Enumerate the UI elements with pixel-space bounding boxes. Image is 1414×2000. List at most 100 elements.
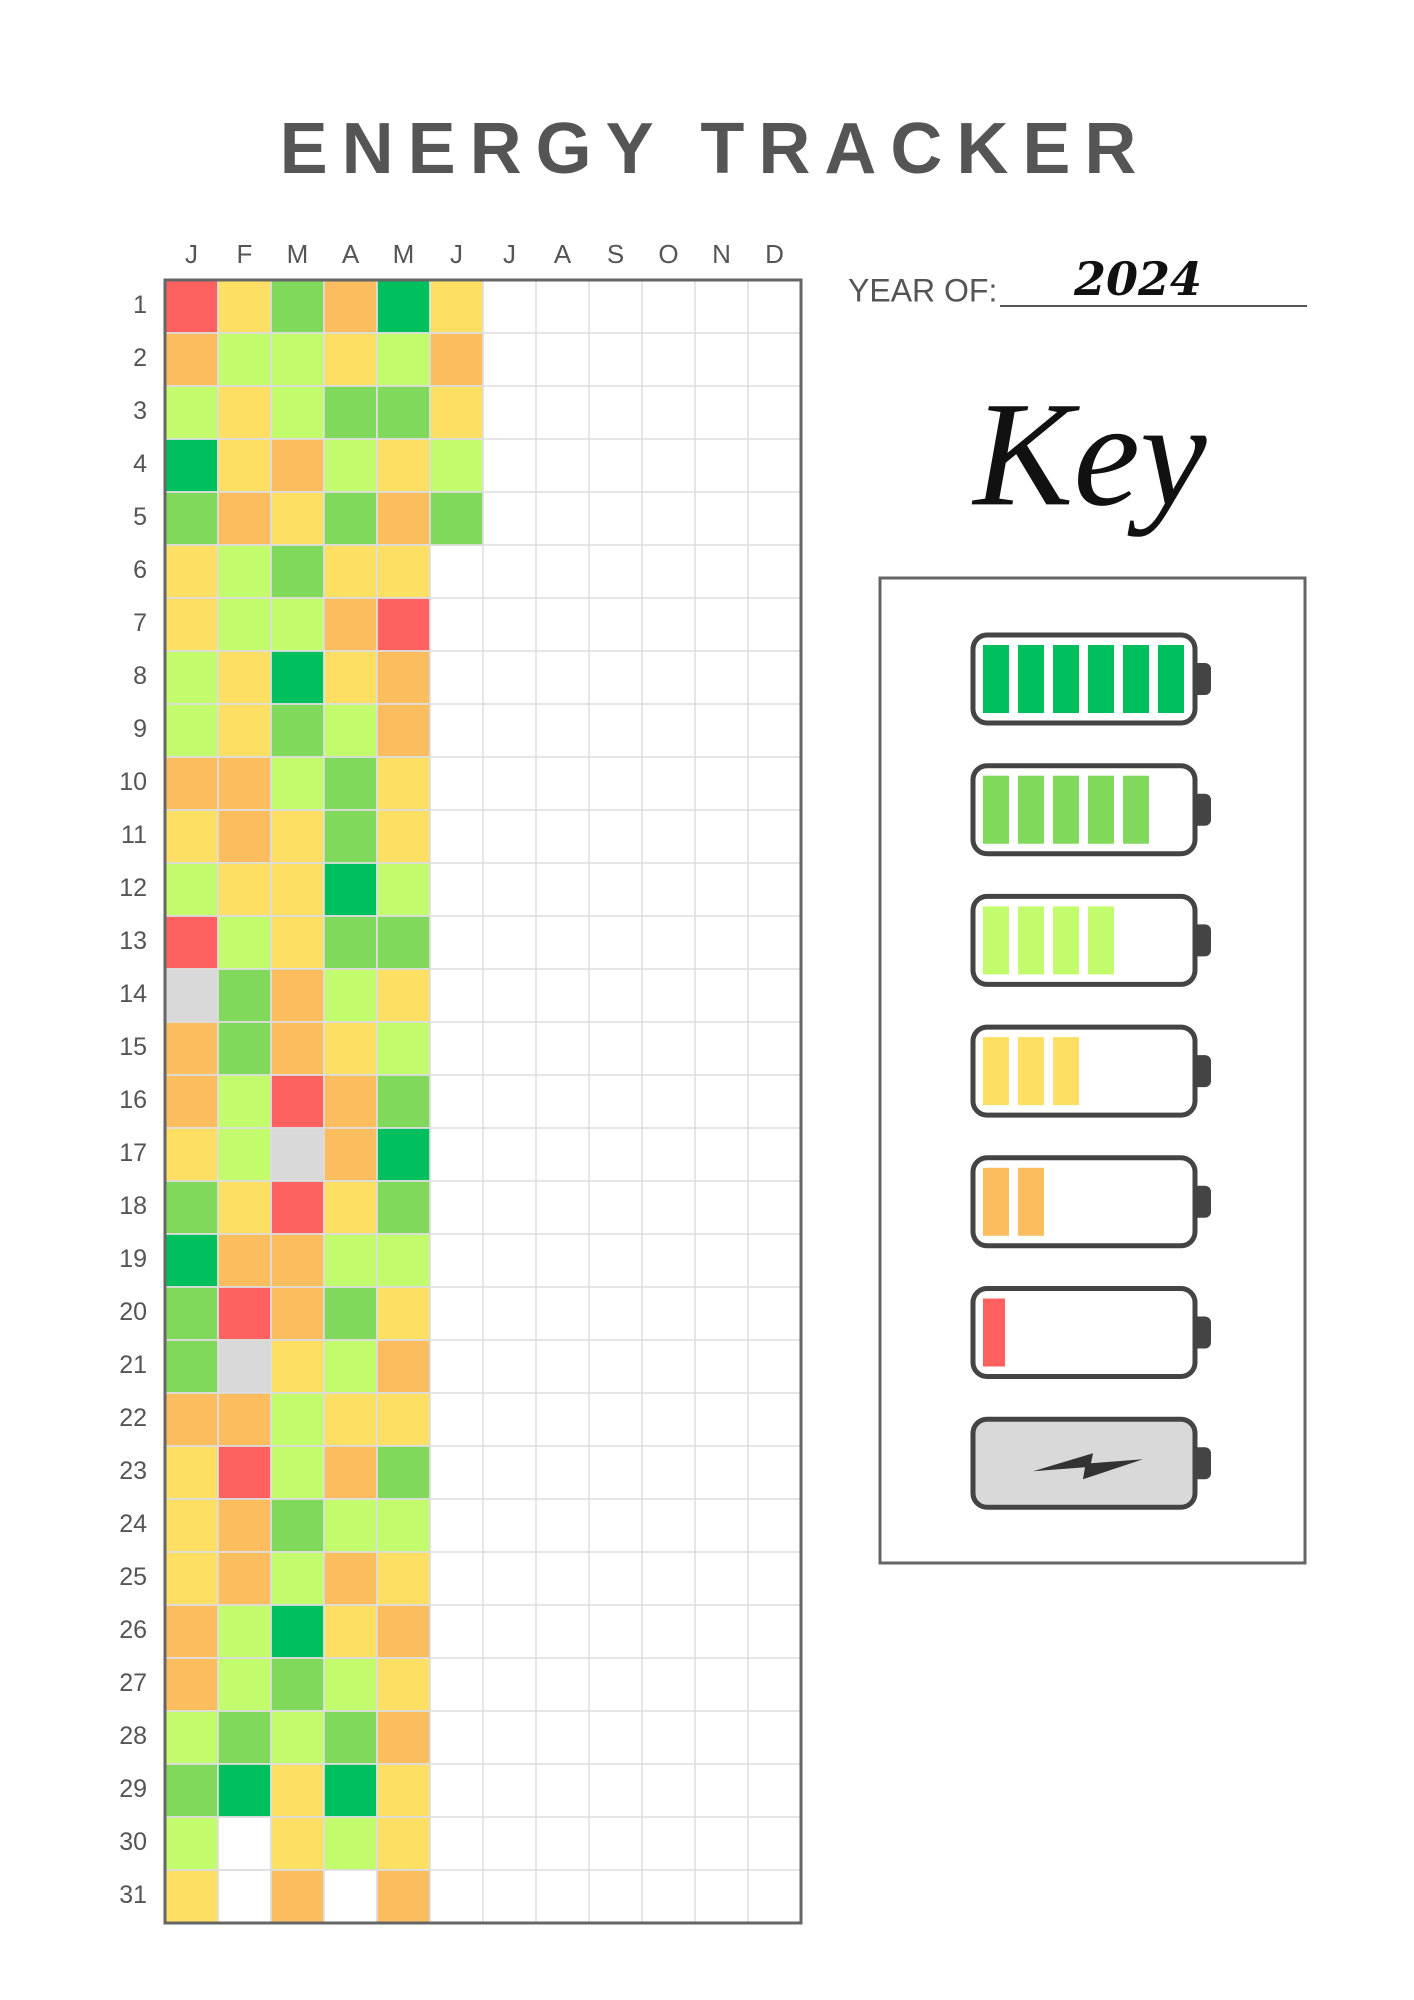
cell (323, 703, 378, 758)
cell (323, 544, 378, 599)
cell (164, 1339, 219, 1394)
cell (217, 597, 272, 652)
cell (376, 915, 431, 970)
day-label: 14 (119, 980, 147, 1008)
day-label: 8 (133, 662, 147, 690)
cell (376, 1392, 431, 1447)
cell (323, 1286, 378, 1341)
cell (164, 385, 219, 440)
day-label: 2 (133, 344, 147, 372)
day-label: 7 (133, 609, 147, 637)
month-label: S (607, 239, 624, 269)
battery-bar (1018, 775, 1044, 844)
cell (270, 1551, 325, 1606)
day-label: 22 (119, 1404, 147, 1432)
cell (164, 544, 219, 599)
cell (270, 1710, 325, 1765)
key-box (878, 576, 1307, 1565)
cell (270, 809, 325, 864)
cell (376, 332, 431, 387)
day-label: 31 (119, 1881, 147, 1909)
cell (376, 1657, 431, 1712)
cell (164, 1021, 219, 1076)
cell (376, 1551, 431, 1606)
battery-bar (983, 1167, 1009, 1236)
battery-bar (1088, 906, 1114, 975)
day-label: 29 (119, 1775, 147, 1803)
cell (270, 915, 325, 970)
cell (376, 650, 431, 705)
cell (217, 1180, 272, 1235)
day-label: 16 (119, 1086, 147, 1114)
battery (970, 1024, 1211, 1118)
cell (164, 1286, 219, 1341)
cell (164, 1445, 219, 1500)
battery-bar (983, 775, 1009, 844)
day-label: 19 (119, 1245, 147, 1273)
cell (164, 1551, 219, 1606)
cell (270, 756, 325, 811)
cell (270, 279, 325, 334)
month-label: J (185, 239, 198, 269)
cell (429, 385, 484, 440)
cell (376, 1869, 431, 1924)
battery-bar (1018, 906, 1044, 975)
cell (323, 491, 378, 546)
cell (323, 1869, 378, 1924)
cell (217, 968, 272, 1023)
cell (164, 809, 219, 864)
cell (217, 1233, 272, 1288)
cell (217, 1657, 272, 1712)
cell (376, 703, 431, 758)
cell (217, 1392, 272, 1447)
month-label: M (393, 239, 415, 269)
battery-body (970, 1286, 1198, 1379)
cell (429, 491, 484, 546)
cell (323, 438, 378, 493)
cell (217, 491, 272, 546)
day-label: 4 (133, 450, 147, 478)
day-label: 20 (119, 1298, 147, 1326)
cell (323, 332, 378, 387)
cell (217, 1816, 272, 1871)
cell (164, 1180, 219, 1235)
day-label: 9 (133, 715, 147, 743)
cell (164, 1710, 219, 1765)
cell (217, 756, 272, 811)
cell (164, 756, 219, 811)
day-label: 12 (119, 874, 147, 902)
cell (164, 915, 219, 970)
day-label: 18 (119, 1192, 147, 1220)
cell (270, 862, 325, 917)
month-label: N (712, 239, 731, 269)
day-label: 11 (121, 821, 147, 849)
title: ENERGY TRACKER (280, 109, 1151, 189)
cell (164, 1233, 219, 1288)
cell (323, 1445, 378, 1500)
cell (270, 332, 325, 387)
month-label: A (342, 239, 360, 269)
cell (270, 1445, 325, 1500)
cell (323, 1127, 378, 1182)
cell (164, 1763, 219, 1818)
cell (376, 1763, 431, 1818)
cell (164, 1657, 219, 1712)
cell (164, 597, 219, 652)
cell (164, 279, 219, 334)
grid-border (163, 278, 803, 1925)
cell (270, 1392, 325, 1447)
cell (429, 332, 484, 387)
month-label: F (237, 239, 253, 269)
cell (164, 332, 219, 387)
cell (270, 1816, 325, 1871)
cell (164, 650, 219, 705)
battery (970, 893, 1211, 987)
battery-bar (983, 1298, 1005, 1367)
key-title: Key (971, 371, 1207, 537)
cell (270, 597, 325, 652)
cell (323, 862, 378, 917)
cell (323, 1604, 378, 1659)
day-label: 1 (133, 291, 147, 319)
day-label: 23 (119, 1457, 147, 1485)
cell (164, 438, 219, 493)
